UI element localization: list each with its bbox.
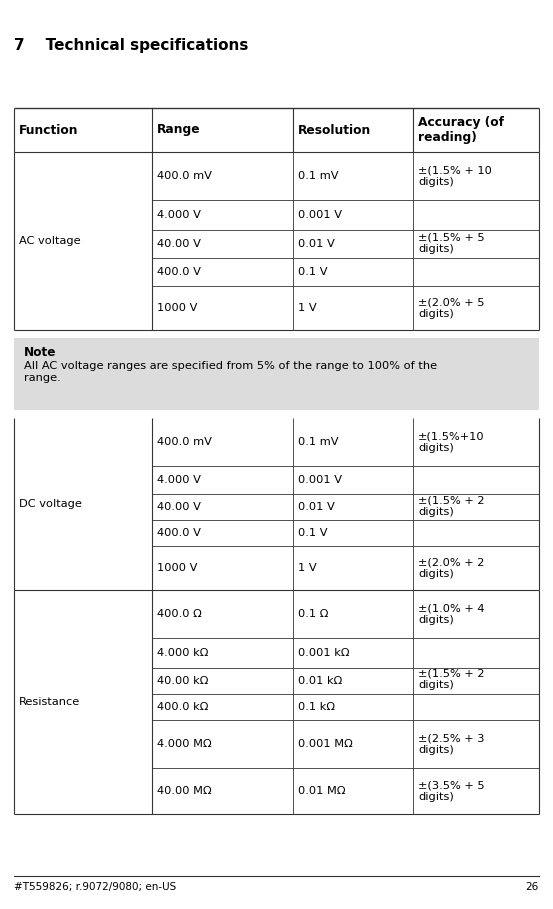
- Text: Resolution: Resolution: [298, 124, 371, 136]
- Text: 26: 26: [526, 882, 539, 892]
- Text: Accuracy (of
reading): Accuracy (of reading): [418, 116, 504, 144]
- Text: 0.1 V: 0.1 V: [298, 528, 327, 538]
- Text: ±(2.5% + 3
digits): ±(2.5% + 3 digits): [418, 734, 484, 754]
- Text: ±(2.0% + 5
digits): ±(2.0% + 5 digits): [418, 297, 484, 319]
- Text: Note: Note: [24, 346, 56, 359]
- Bar: [14, 338, 539, 410]
- Text: 400.0 Ω: 400.0 Ω: [157, 609, 202, 619]
- Text: 0.1 Ω: 0.1 Ω: [298, 609, 328, 619]
- Text: 0.1 V: 0.1 V: [298, 267, 327, 277]
- Text: ±(1.5% + 2
digits): ±(1.5% + 2 digits): [418, 495, 484, 517]
- Text: 400.0 mV: 400.0 mV: [157, 437, 212, 447]
- Text: ±(1.5% + 5
digits): ±(1.5% + 5 digits): [418, 232, 484, 254]
- Text: ±(1.0% + 4
digits): ±(1.0% + 4 digits): [418, 604, 484, 624]
- Text: 7    Technical specifications: 7 Technical specifications: [14, 38, 248, 53]
- Text: 40.00 V: 40.00 V: [157, 502, 201, 512]
- Text: 4.000 V: 4.000 V: [157, 210, 201, 220]
- Text: 0.001 V: 0.001 V: [298, 475, 342, 485]
- Text: 40.00 kΩ: 40.00 kΩ: [157, 676, 208, 686]
- Text: ±(3.5% + 5
digits): ±(3.5% + 5 digits): [418, 780, 484, 802]
- Text: 400.0 mV: 400.0 mV: [157, 171, 212, 181]
- Text: 0.001 kΩ: 0.001 kΩ: [298, 648, 349, 658]
- Text: 0.1 mV: 0.1 mV: [298, 437, 338, 447]
- Text: 0.001 MΩ: 0.001 MΩ: [298, 739, 353, 749]
- Text: 0.01 V: 0.01 V: [298, 502, 335, 512]
- Text: 0.01 kΩ: 0.01 kΩ: [298, 676, 342, 686]
- Text: 0.01 MΩ: 0.01 MΩ: [298, 786, 346, 796]
- Text: AC voltage: AC voltage: [19, 236, 81, 246]
- Text: All AC voltage ranges are specified from 5% of the range to 100% of the
range.: All AC voltage ranges are specified from…: [24, 361, 437, 383]
- Text: 0.1 kΩ: 0.1 kΩ: [298, 702, 335, 712]
- Text: ±(1.5% + 2
digits): ±(1.5% + 2 digits): [418, 668, 484, 690]
- Text: #T559826; r.9072/9080; en-US: #T559826; r.9072/9080; en-US: [14, 882, 176, 892]
- Text: 1000 V: 1000 V: [157, 303, 197, 313]
- Text: 4.000 kΩ: 4.000 kΩ: [157, 648, 208, 658]
- Text: 400.0 kΩ: 400.0 kΩ: [157, 702, 208, 712]
- Text: ±(2.0% + 2
digits): ±(2.0% + 2 digits): [418, 557, 484, 579]
- Text: Resistance: Resistance: [19, 697, 80, 707]
- Text: 400.0 V: 400.0 V: [157, 528, 201, 538]
- Text: ±(1.5% + 10
digits): ±(1.5% + 10 digits): [418, 165, 492, 187]
- Text: 40.00 MΩ: 40.00 MΩ: [157, 786, 212, 796]
- Text: 0.001 V: 0.001 V: [298, 210, 342, 220]
- Text: 1 V: 1 V: [298, 563, 317, 573]
- Text: 4.000 V: 4.000 V: [157, 475, 201, 485]
- Text: ±(1.5%+10
digits): ±(1.5%+10 digits): [418, 431, 484, 453]
- Text: Function: Function: [19, 124, 79, 136]
- Text: 40.00 V: 40.00 V: [157, 239, 201, 249]
- Text: DC voltage: DC voltage: [19, 499, 82, 509]
- Text: 400.0 V: 400.0 V: [157, 267, 201, 277]
- Text: 1000 V: 1000 V: [157, 563, 197, 573]
- Text: Range: Range: [157, 124, 201, 136]
- Text: 0.1 mV: 0.1 mV: [298, 171, 338, 181]
- Text: 0.01 V: 0.01 V: [298, 239, 335, 249]
- Text: 4.000 MΩ: 4.000 MΩ: [157, 739, 212, 749]
- Text: 1 V: 1 V: [298, 303, 317, 313]
